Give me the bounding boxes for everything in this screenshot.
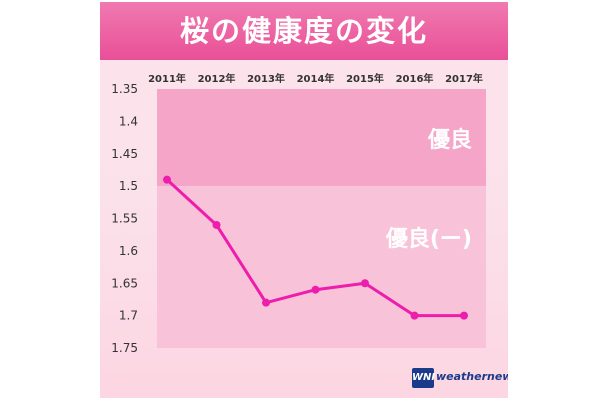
data-point xyxy=(361,279,369,288)
y-tick-label: 1.7 xyxy=(119,309,138,323)
chart-title: 桜の健康度の変化 xyxy=(179,14,428,48)
title-banner xyxy=(100,2,508,60)
y-tick-label: 1.4 xyxy=(119,114,138,128)
x-tick-label: 2016年 xyxy=(396,72,434,85)
zone-band xyxy=(157,89,486,187)
y-tick-label: 1.65 xyxy=(111,276,138,290)
zone-band xyxy=(157,186,486,348)
x-tick-label: 2014年 xyxy=(297,72,335,85)
x-tick-label: 2012年 xyxy=(198,72,236,85)
x-tick-label: 2015年 xyxy=(346,72,384,85)
weathernews-logo-text: weathernews xyxy=(436,370,508,383)
y-tick-label: 1.75 xyxy=(111,341,138,355)
wni-badge-icon: WNI xyxy=(412,368,435,388)
zone-label: 優良(ー) xyxy=(385,226,472,252)
data-point xyxy=(460,311,468,320)
weathernews-logo: WNI weathernews xyxy=(412,366,508,390)
data-point xyxy=(163,175,171,184)
y-tick-label: 1.6 xyxy=(119,244,138,258)
data-point xyxy=(311,285,320,294)
zone-label: 優良 xyxy=(427,127,472,153)
y-tick-label: 1.35 xyxy=(111,82,138,96)
data-point xyxy=(212,220,221,229)
chart-card: 桜の健康度の変化 優良優良(ー) 1.35 1.4 1.45 1.5 1.55 1.6 1.6… xyxy=(100,2,508,398)
x-tick-label: 2011年 xyxy=(148,72,186,85)
y-tick-label: 1.45 xyxy=(111,147,138,161)
x-tick-label: 2017年 xyxy=(445,72,483,85)
x-tick-label: 2013年 xyxy=(247,72,285,85)
y-tick-label: 1.55 xyxy=(111,212,138,226)
data-point xyxy=(262,298,270,307)
data-point xyxy=(410,311,419,320)
y-tick-label: 1.5 xyxy=(119,179,138,193)
